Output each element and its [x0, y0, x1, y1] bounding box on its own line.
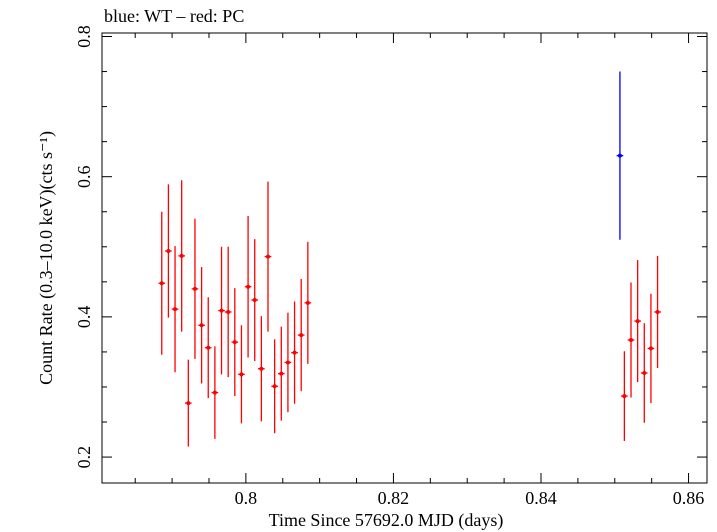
point-marker	[173, 307, 178, 312]
data-point	[244, 215, 252, 358]
point-marker	[199, 323, 204, 328]
data-point	[621, 351, 628, 441]
point-marker	[259, 366, 264, 371]
point-marker	[212, 390, 217, 395]
data-point	[191, 218, 199, 359]
data-point	[185, 359, 192, 447]
point-marker	[192, 286, 197, 291]
x-axis-label: Time Since 57692.0 MJD (days)	[269, 510, 504, 531]
data-point	[616, 71, 624, 240]
point-marker	[305, 300, 310, 305]
point-marker	[655, 309, 660, 314]
plot-frame	[101, 32, 708, 484]
point-marker	[292, 350, 297, 355]
y-axis-label: Count Rate (0.3–10.0 keV)(cts s⁻¹)	[36, 131, 57, 385]
point-marker	[635, 319, 640, 324]
point-marker	[642, 370, 647, 375]
y-axis: 0.2 0.4 0.6 0.8	[74, 25, 707, 468]
data-point	[198, 267, 205, 384]
point-marker	[219, 308, 224, 313]
x-tick-label: 0.84	[525, 488, 557, 508]
data-point	[224, 246, 232, 378]
y-tick-label: 0.4	[74, 306, 94, 329]
point-marker	[622, 394, 627, 399]
point-marker	[299, 333, 304, 338]
x-tick-label: 0.8	[235, 488, 258, 508]
data-point	[165, 184, 172, 318]
y-tick-label: 0.2	[74, 446, 94, 469]
y-tick-label: 0.8	[74, 25, 94, 48]
data-point	[204, 297, 212, 399]
data-point	[251, 239, 259, 362]
data-point	[264, 181, 272, 332]
data-point	[231, 288, 239, 397]
data-point	[304, 241, 312, 364]
data-point	[297, 279, 305, 392]
data-point	[277, 326, 285, 421]
point-marker	[166, 248, 171, 253]
point-marker	[206, 345, 211, 350]
data-point	[284, 312, 292, 413]
data-point	[291, 301, 298, 404]
data-point	[238, 325, 245, 424]
data-points	[158, 71, 661, 447]
point-marker	[186, 401, 191, 406]
x-axis: 0.8 0.82 0.84 0.86	[134, 33, 705, 508]
data-point	[271, 339, 278, 434]
chart-title: blue: WT – red: PC	[104, 6, 244, 26]
point-marker	[266, 254, 271, 259]
y-tick-label: 0.6	[74, 165, 94, 188]
data-point	[158, 211, 166, 355]
point-marker	[279, 371, 284, 376]
x-tick-label: 0.86	[673, 488, 705, 508]
data-point	[211, 346, 219, 439]
data-point	[171, 246, 179, 373]
point-marker	[159, 281, 164, 286]
point-marker	[239, 372, 244, 377]
point-marker	[232, 340, 237, 345]
point-marker	[629, 338, 634, 343]
point-marker	[648, 346, 653, 351]
point-marker	[272, 384, 277, 389]
data-point	[634, 260, 641, 383]
data-point	[640, 323, 648, 423]
data-point	[647, 293, 655, 404]
point-marker	[617, 153, 622, 158]
point-marker	[246, 284, 251, 289]
data-point	[218, 246, 225, 375]
data-point	[627, 282, 635, 398]
data-point	[178, 180, 186, 332]
point-marker	[285, 360, 290, 365]
data-point	[654, 255, 661, 369]
point-marker	[226, 309, 231, 314]
data-point	[258, 316, 265, 422]
point-marker	[252, 298, 257, 303]
x-tick-label: 0.82	[378, 488, 410, 508]
point-marker	[179, 253, 184, 258]
